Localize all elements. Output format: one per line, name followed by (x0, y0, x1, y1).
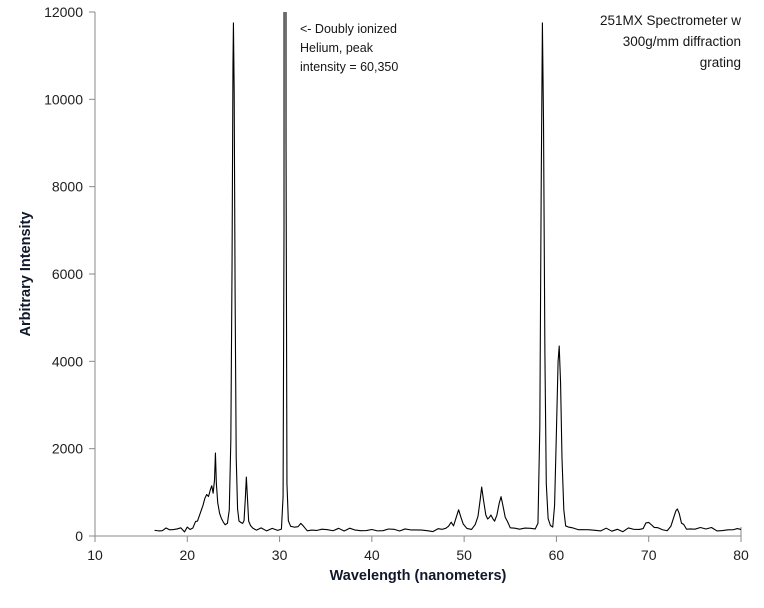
helium-annotation-line-3: intensity = 60,350 (300, 60, 398, 74)
chart-title: 251MX Spectrometer w 300g/mm diffraction… (600, 13, 741, 70)
x-axis-title: Wavelength (nanometers) (330, 568, 507, 584)
x-axis-tick-labels: 10 20 30 40 50 60 70 80 (87, 547, 749, 563)
x-axis-ticks (94, 536, 742, 542)
chart-title-line-1: 251MX Spectrometer w (600, 13, 741, 28)
x-tick-label: 40 (364, 547, 380, 563)
x-tick-label: 50 (456, 547, 472, 563)
chart-title-line-2: 300g/mm diffraction (623, 34, 741, 49)
y-tick-label: 10000 (44, 91, 83, 107)
x-tick-label: 10 (87, 547, 103, 563)
helium-annotation-line-1: <- Doubly ionized (300, 22, 397, 36)
y-tick-label: 2000 (52, 441, 83, 457)
spectrum-trace (154, 12, 741, 533)
y-axis-ticks (89, 11, 95, 537)
y-tick-label: 0 (75, 528, 83, 544)
y-axis-tick-labels: 0 2000 4000 6000 8000 10000 12000 (44, 4, 83, 544)
helium-annotation-line-2: Helium, peak (300, 41, 374, 55)
plot-area: 0 2000 4000 6000 8000 10000 12000 10 20 30 40 50 60… (44, 4, 749, 563)
chart-title-line-3: grating (700, 55, 741, 70)
y-axis-title: Arbitrary Intensity (18, 212, 34, 337)
y-tick-label: 6000 (52, 266, 83, 282)
series-group (154, 12, 741, 533)
y-tick-label: 4000 (52, 353, 83, 369)
x-tick-label: 80 (733, 547, 749, 563)
y-tick-label: 8000 (52, 179, 83, 195)
y-axis-title-text: Arbitrary Intensity (18, 212, 34, 337)
x-tick-label: 70 (641, 547, 657, 563)
helium-annotation: <- Doubly ionized Helium, peak intensity… (300, 22, 398, 74)
x-axis-title-text: Wavelength (nanometers) (330, 568, 507, 584)
x-tick-label: 20 (179, 547, 195, 563)
y-tick-label: 12000 (44, 4, 83, 20)
x-tick-label: 60 (549, 547, 565, 563)
x-tick-label: 30 (272, 547, 288, 563)
